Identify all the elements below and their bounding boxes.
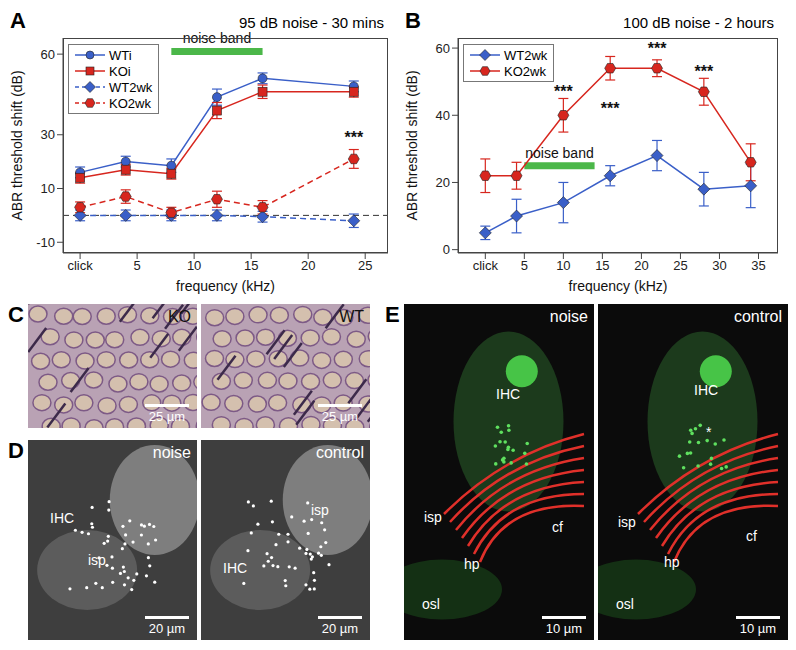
svg-text:25: 25	[358, 258, 372, 273]
svg-text:click: click	[473, 258, 499, 273]
html-text:WT2wk: WT2wk	[504, 47, 548, 63]
html-text:10 µm: 10 µm	[739, 621, 777, 636]
html-text:noise: noise	[549, 308, 588, 325]
html-text:noise: noise	[152, 444, 191, 461]
svg-text:0: 0	[443, 242, 450, 257]
svg-text:40: 40	[436, 108, 450, 123]
svg-text:30: 30	[712, 258, 726, 273]
svg-text:25: 25	[673, 258, 687, 273]
html-text:10 µm: 10 µm	[545, 621, 583, 636]
html-text:cf: cf	[552, 519, 563, 535]
html-text:isp: isp	[311, 502, 329, 518]
svg-text:ABR threshold shift (dB): ABR threshold shift (dB)	[404, 70, 420, 220]
svg-text:noise band: noise band	[183, 30, 252, 46]
html-text:osl: osl	[616, 596, 634, 612]
html-text:D: D	[8, 438, 24, 463]
html-text:E: E	[385, 302, 400, 327]
html-text:cf: cf	[746, 528, 757, 544]
svg-text:***: ***	[344, 129, 363, 146]
html-text:B: B	[405, 8, 421, 33]
html-text:95 dB noise - 30 mins: 95 dB noise - 30 mins	[238, 14, 384, 31]
svg-text:frequency (kHz): frequency (kHz)	[176, 278, 275, 294]
html-text:control: control	[316, 444, 364, 461]
svg-text:60: 60	[436, 41, 450, 56]
svg-text:***: ***	[695, 63, 714, 80]
html-text:hp: hp	[464, 556, 480, 572]
html-text:25 µm: 25 µm	[321, 409, 359, 424]
svg-text:***: ***	[648, 40, 667, 57]
html-text:A: A	[10, 8, 26, 33]
svg-text:frequency (kHz): frequency (kHz)	[569, 278, 668, 294]
html-text:20 µm: 20 µm	[148, 621, 186, 636]
svg-text:10: 10	[41, 181, 55, 196]
html-text:20 µm: 20 µm	[321, 621, 359, 636]
html-text:IHC: IHC	[694, 382, 719, 398]
svg-text:***: ***	[554, 83, 573, 100]
svg-text:20: 20	[634, 258, 648, 273]
html-text:IHC: IHC	[496, 386, 521, 402]
svg-text:15: 15	[595, 258, 609, 273]
html-text:WT2wk: WT2wk	[109, 79, 153, 95]
svg-text:5: 5	[521, 258, 528, 273]
html-text:KO2wk: KO2wk	[109, 95, 151, 111]
svg-text:-10: -10	[36, 235, 55, 250]
svg-text:60: 60	[41, 47, 55, 62]
html-text:IHC: IHC	[50, 510, 75, 526]
html-text:IHC: IHC	[223, 560, 248, 576]
html-text:isp: isp	[88, 552, 106, 568]
html-text:osl: osl	[422, 596, 440, 612]
html-text:WTi: WTi	[109, 47, 132, 63]
svg-text:35: 35	[751, 258, 765, 273]
html-text:25 µm: 25 µm	[148, 409, 186, 424]
svg-text:30: 30	[41, 127, 55, 142]
svg-text:10: 10	[556, 258, 570, 273]
svg-text:15: 15	[244, 258, 258, 273]
html-text:KO2wk: KO2wk	[504, 63, 546, 79]
html-text:WT: WT	[339, 308, 364, 325]
html-text:C: C	[8, 302, 24, 327]
svg-text:noise band: noise band	[525, 145, 594, 161]
svg-text:10: 10	[187, 258, 201, 273]
html-text:isp: isp	[618, 514, 636, 530]
svg-text:20: 20	[301, 258, 315, 273]
svg-text:***: ***	[601, 100, 620, 117]
html-text:control: control	[734, 308, 782, 325]
svg-text:ABR threshold shift (dB): ABR threshold shift (dB)	[9, 70, 25, 220]
html-text:KO: KO	[167, 308, 191, 325]
svg-text:20: 20	[436, 175, 450, 190]
html-text:KOi: KOi	[109, 63, 131, 79]
html-text:hp: hp	[664, 554, 680, 570]
html-text:100 dB noise - 2 hours: 100 dB noise - 2 hours	[623, 14, 774, 31]
html-text:isp: isp	[424, 509, 442, 525]
svg-text:5: 5	[134, 258, 141, 273]
svg-text:click: click	[67, 258, 93, 273]
